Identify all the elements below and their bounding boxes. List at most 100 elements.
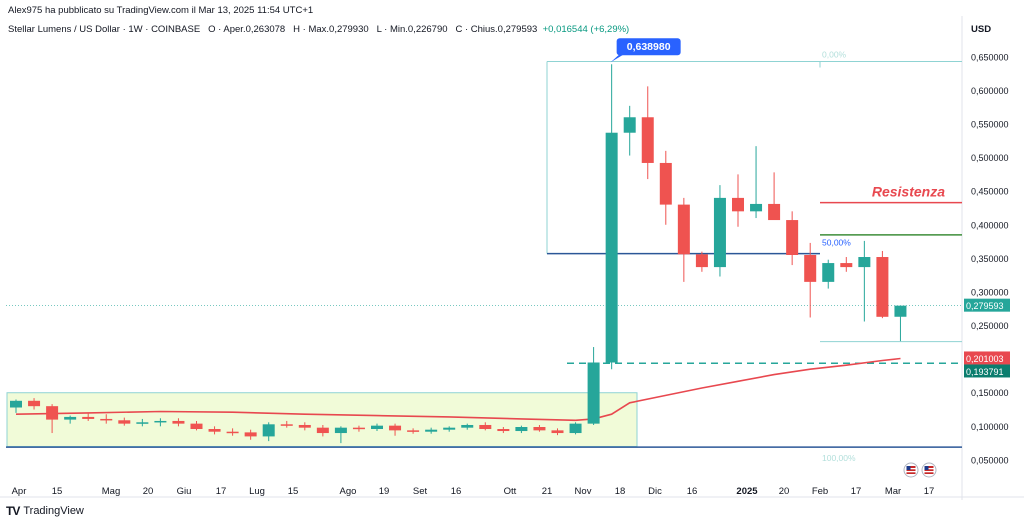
y-tick-label: 0,400000 <box>971 220 1009 230</box>
candle <box>443 426 456 432</box>
candle <box>551 428 564 436</box>
candle-body <box>10 400 22 408</box>
x-tick-label: 2025 <box>736 486 758 497</box>
candle-body <box>118 420 131 424</box>
high-callout-label: 0,638980 <box>627 41 671 53</box>
candle-body <box>587 362 600 424</box>
x-tick-label: Mag <box>102 486 120 497</box>
candle-body <box>64 416 77 420</box>
candle <box>786 211 799 266</box>
x-tick-label: 17 <box>216 486 227 497</box>
candle <box>280 420 293 428</box>
candle-body <box>244 432 257 437</box>
candle <box>894 305 907 342</box>
x-tick-label: Feb <box>812 486 828 497</box>
resistance-label: Resistenza <box>872 184 945 200</box>
x-tick-label: 17 <box>851 486 862 497</box>
candle <box>371 423 383 432</box>
symbol-name[interactable]: Stellar Lumens / US Dollar · 1W · COINBA… <box>8 24 201 35</box>
candle <box>118 417 131 426</box>
candle <box>28 398 41 410</box>
candle <box>497 427 510 434</box>
candle-body <box>551 430 564 434</box>
symbol-legend: Stellar Lumens / US Dollar · 1W · COINBA… <box>8 24 629 35</box>
candle-body <box>226 431 239 434</box>
candle-body <box>407 430 420 432</box>
x-tick-label: Lug <box>249 486 265 497</box>
x-tick-label: 16 <box>451 486 462 497</box>
candle <box>226 428 239 436</box>
candle <box>100 414 113 424</box>
x-tick-label: 20 <box>779 486 790 497</box>
ma-value-tag-label: 0,201003 <box>966 354 1004 364</box>
candle <box>713 185 726 277</box>
candle <box>190 420 203 431</box>
candle-body <box>804 255 817 282</box>
x-tick-label: Giu <box>177 486 192 497</box>
current-price-tag-box <box>964 298 1010 312</box>
candle-body <box>497 429 510 432</box>
candle-body <box>389 425 402 431</box>
candle-body <box>569 423 582 434</box>
current-price-tag-label: 0,279593 <box>966 301 1004 311</box>
x-tick-label: 20 <box>143 486 154 497</box>
moving-average-line <box>15 357 901 422</box>
candle <box>677 197 690 282</box>
candle-body <box>334 427 347 434</box>
candle-body <box>82 416 95 419</box>
candle-body <box>100 418 113 421</box>
fib-50-label: 50,00% <box>822 238 851 248</box>
candle <box>641 86 654 180</box>
support-tag-label: 0,193791 <box>966 367 1004 377</box>
high-callout-pointer <box>610 53 626 63</box>
candle-body <box>623 117 636 133</box>
candle-body <box>479 424 492 430</box>
ma-value-tag-box <box>964 351 1010 365</box>
candle-body <box>136 422 149 424</box>
candle-body <box>713 197 726 268</box>
candle <box>515 425 528 434</box>
x-tick-label: 17 <box>924 486 935 497</box>
candle-body <box>172 420 185 424</box>
low-value: L · Min.0,226790 <box>376 24 448 35</box>
candle <box>389 423 402 436</box>
support-tag-box <box>964 364 1010 378</box>
candle-body <box>677 204 690 255</box>
x-tick-label: Dic <box>648 486 662 497</box>
candle-body <box>822 263 835 282</box>
y-tick-label: 0,050000 <box>971 455 1009 465</box>
candle-body <box>154 420 167 423</box>
candle-body <box>371 425 383 430</box>
x-tick-label: 19 <box>379 486 390 497</box>
candle-body <box>352 427 365 430</box>
candle <box>208 426 221 435</box>
candle-body <box>28 400 41 407</box>
y-tick-label: 0,250000 <box>971 321 1009 331</box>
x-tick-label: 21 <box>542 486 553 497</box>
tradingview-logo[interactable]: TV TradingView <box>6 504 84 518</box>
candle-body <box>876 257 889 317</box>
x-tick-label: 15 <box>52 486 63 497</box>
y-tick-label: 0,350000 <box>971 254 1009 264</box>
candle <box>732 174 744 227</box>
x-tick-label: Apr <box>12 486 27 497</box>
candle <box>587 347 600 425</box>
candle-body <box>659 162 672 205</box>
candle <box>822 259 835 289</box>
candle <box>533 424 546 432</box>
candle <box>64 415 77 424</box>
x-tick-label: 18 <box>615 486 626 497</box>
candle-body <box>894 305 907 317</box>
y-tick-label: 0,600000 <box>971 86 1009 96</box>
candle <box>82 412 95 421</box>
candle-body <box>280 424 293 426</box>
candle-body <box>840 263 853 268</box>
candle <box>154 418 167 427</box>
x-tick-label: Mar <box>885 486 901 497</box>
fib-100-label: 100,00% <box>822 453 856 463</box>
y-tick-label: 0,300000 <box>971 287 1009 297</box>
candle-body <box>768 203 781 221</box>
y-tick-label: 0,500000 <box>971 153 1009 163</box>
x-tick-label: 15 <box>288 486 299 497</box>
